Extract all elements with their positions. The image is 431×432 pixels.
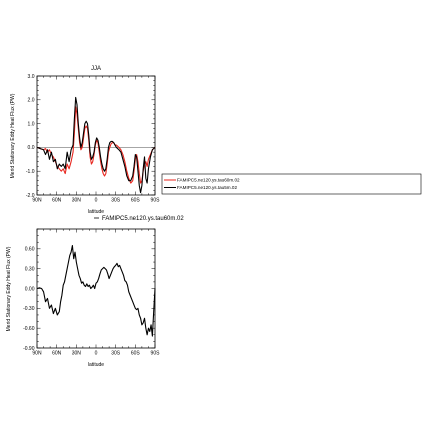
series-lines bbox=[36, 96, 156, 194]
y-axis-label: Merid Stationary Eddy Heat Flux (PW) bbox=[6, 246, 12, 331]
x-tick-label: 60S bbox=[131, 351, 141, 357]
x-tick-label: 0 bbox=[95, 351, 98, 357]
axis-ticks bbox=[36, 228, 156, 349]
legend-entry-label: FAMIPC5.ne120.ys.tau60m.02 bbox=[177, 178, 240, 183]
x-tick-label: 90S bbox=[151, 351, 161, 357]
y-tick-label: -2.0 bbox=[26, 193, 35, 199]
y-tick-label: -0.30 bbox=[23, 306, 35, 312]
x-tick-label: 90N bbox=[32, 198, 42, 204]
x-tick-label: 30S bbox=[111, 198, 121, 204]
y-tick-label: -1.0 bbox=[26, 169, 35, 175]
tick-labels: 90N 60N 30N 0 30S 60S 90S -2.0 -1.0 0.0 1.0 2.0 3.0 bbox=[26, 74, 160, 204]
y-tick-label: 0.60 bbox=[25, 247, 35, 253]
axis-ticks bbox=[36, 75, 156, 196]
x-tick-label: 30N bbox=[72, 351, 82, 357]
tick-labels: 90N 60N 30N 0 30S 60S 90S -0.90 -0.60 -0.30 0.00 0.… bbox=[23, 247, 160, 357]
x-tick-label: 60N bbox=[52, 351, 62, 357]
series-line bbox=[36, 106, 156, 184]
x-tick-label: 30N bbox=[72, 198, 82, 204]
y-tick-label: 2.0 bbox=[28, 98, 35, 104]
x-tick-label: 60S bbox=[131, 198, 141, 204]
bottom-chart: FAMIPC5.ne120.ys.tau60m.02 90N 60N 30N 0 30S… bbox=[6, 216, 184, 368]
series-lines bbox=[36, 244, 156, 337]
plot-frame bbox=[36, 228, 156, 349]
y-tick-label: 1.0 bbox=[28, 121, 35, 127]
y-tick-label: 0.0 bbox=[28, 145, 35, 151]
legend-frame bbox=[161, 173, 422, 195]
x-tick-label: 30S bbox=[111, 351, 121, 357]
y-tick-label: 0.30 bbox=[25, 266, 35, 272]
chart-title: JJA bbox=[91, 66, 101, 72]
x-axis-label: latitude bbox=[88, 209, 104, 215]
series-line bbox=[36, 96, 156, 194]
y-tick-label: 3.0 bbox=[28, 74, 35, 80]
series-key-label: FAMIPC5.ne120.ys.tau60m.02 bbox=[102, 216, 184, 222]
x-tick-label: 0 bbox=[95, 198, 98, 204]
series-line bbox=[36, 244, 156, 337]
y-tick-label: -0.90 bbox=[23, 346, 35, 352]
top-chart: JJA 90N 60N 30N 0 30S 60S 90S -2.0 -1.0 0.0 1.0 2.0… bbox=[10, 66, 160, 215]
x-axis-label: latitude bbox=[88, 362, 104, 368]
x-tick-label: 60N bbox=[52, 198, 62, 204]
y-tick-label: -0.60 bbox=[23, 326, 35, 332]
x-tick-label: 90S bbox=[151, 198, 161, 204]
legend-entry-label: FAMIPC5.ne120.ys.tau5m.02 bbox=[177, 185, 237, 190]
y-axis-label: Merid Stationary Eddy Heat Flux (PW) bbox=[10, 93, 16, 178]
legend: FAMIPC5.ne120.ys.tau60m.02 FAMIPC5.ne120… bbox=[161, 173, 422, 195]
x-tick-label: 90N bbox=[32, 351, 42, 357]
plot-frame bbox=[36, 75, 156, 196]
y-tick-label: 0.00 bbox=[25, 286, 35, 292]
